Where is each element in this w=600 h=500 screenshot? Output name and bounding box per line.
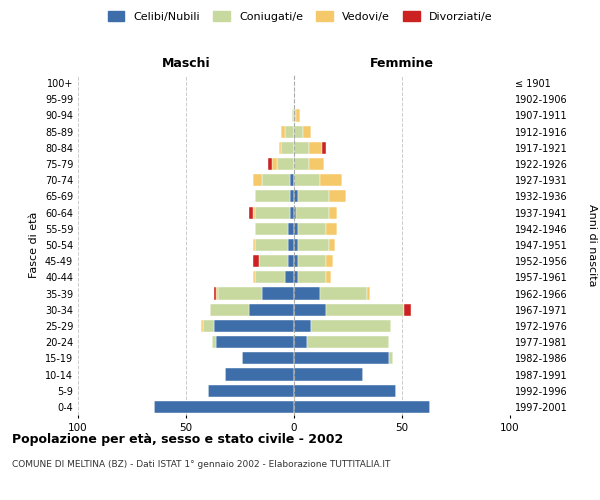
- Bar: [294, 142, 309, 154]
- Bar: [294, 336, 307, 348]
- Bar: [322, 142, 326, 154]
- Bar: [259, 255, 287, 268]
- Bar: [292, 110, 294, 122]
- Bar: [329, 190, 346, 202]
- Bar: [225, 368, 294, 380]
- Bar: [253, 272, 255, 283]
- Legend: Celibi/Nubili, Coniugati/e, Vedovi/e, Divorziati/e: Celibi/Nubili, Coniugati/e, Vedovi/e, Di…: [104, 8, 496, 25]
- Bar: [214, 288, 216, 300]
- Bar: [298, 190, 329, 202]
- Bar: [248, 206, 253, 218]
- Bar: [286, 126, 294, 138]
- Bar: [309, 142, 322, 154]
- Bar: [290, 174, 294, 186]
- Bar: [294, 401, 430, 413]
- Bar: [255, 190, 290, 202]
- Bar: [281, 142, 294, 154]
- Bar: [253, 206, 255, 218]
- Bar: [154, 401, 294, 413]
- Bar: [294, 368, 363, 380]
- Bar: [389, 352, 394, 364]
- Bar: [294, 222, 298, 235]
- Bar: [268, 158, 272, 170]
- Bar: [294, 304, 326, 316]
- Bar: [294, 288, 320, 300]
- Bar: [294, 239, 298, 251]
- Bar: [296, 206, 329, 218]
- Bar: [294, 158, 309, 170]
- Bar: [277, 158, 294, 170]
- Bar: [287, 255, 294, 268]
- Text: Femmine: Femmine: [370, 57, 434, 70]
- Bar: [286, 272, 294, 283]
- Bar: [216, 288, 218, 300]
- Bar: [203, 320, 214, 332]
- Bar: [326, 272, 331, 283]
- Bar: [326, 304, 404, 316]
- Bar: [309, 158, 324, 170]
- Bar: [294, 110, 296, 122]
- Bar: [210, 304, 248, 316]
- Bar: [329, 206, 337, 218]
- Bar: [298, 222, 326, 235]
- Bar: [294, 255, 298, 268]
- Text: Popolazione per età, sesso e stato civile - 2002: Popolazione per età, sesso e stato civil…: [12, 432, 343, 446]
- Bar: [294, 206, 296, 218]
- Bar: [294, 384, 395, 397]
- Bar: [279, 142, 281, 154]
- Bar: [298, 239, 329, 251]
- Text: COMUNE DI MELTINA (BZ) - Dati ISTAT 1° gennaio 2002 - Elaborazione TUTTITALIA.IT: COMUNE DI MELTINA (BZ) - Dati ISTAT 1° g…: [12, 460, 391, 469]
- Bar: [262, 288, 294, 300]
- Bar: [294, 320, 311, 332]
- Bar: [281, 126, 286, 138]
- Bar: [287, 222, 294, 235]
- Bar: [320, 288, 367, 300]
- Bar: [272, 158, 277, 170]
- Bar: [302, 126, 311, 138]
- Bar: [326, 255, 333, 268]
- Bar: [216, 336, 294, 348]
- Bar: [294, 190, 298, 202]
- Bar: [287, 239, 294, 251]
- Bar: [208, 384, 294, 397]
- Bar: [248, 304, 294, 316]
- Bar: [255, 272, 286, 283]
- Bar: [294, 126, 302, 138]
- Bar: [253, 255, 259, 268]
- Bar: [294, 272, 298, 283]
- Bar: [218, 288, 262, 300]
- Bar: [294, 352, 389, 364]
- Bar: [311, 320, 391, 332]
- Y-axis label: Fasce di età: Fasce di età: [29, 212, 39, 278]
- Bar: [326, 222, 337, 235]
- Bar: [298, 255, 326, 268]
- Bar: [255, 239, 287, 251]
- Bar: [255, 222, 287, 235]
- Bar: [329, 239, 335, 251]
- Bar: [253, 174, 262, 186]
- Bar: [290, 206, 294, 218]
- Bar: [201, 320, 203, 332]
- Bar: [290, 190, 294, 202]
- Bar: [294, 174, 320, 186]
- Bar: [404, 304, 410, 316]
- Bar: [296, 110, 301, 122]
- Y-axis label: Anni di nascita: Anni di nascita: [587, 204, 597, 286]
- Bar: [253, 239, 255, 251]
- Bar: [255, 206, 290, 218]
- Bar: [320, 174, 341, 186]
- Bar: [212, 336, 216, 348]
- Bar: [367, 288, 370, 300]
- Bar: [298, 272, 326, 283]
- Bar: [262, 174, 290, 186]
- Bar: [307, 336, 389, 348]
- Bar: [214, 320, 294, 332]
- Text: Maschi: Maschi: [161, 57, 211, 70]
- Bar: [242, 352, 294, 364]
